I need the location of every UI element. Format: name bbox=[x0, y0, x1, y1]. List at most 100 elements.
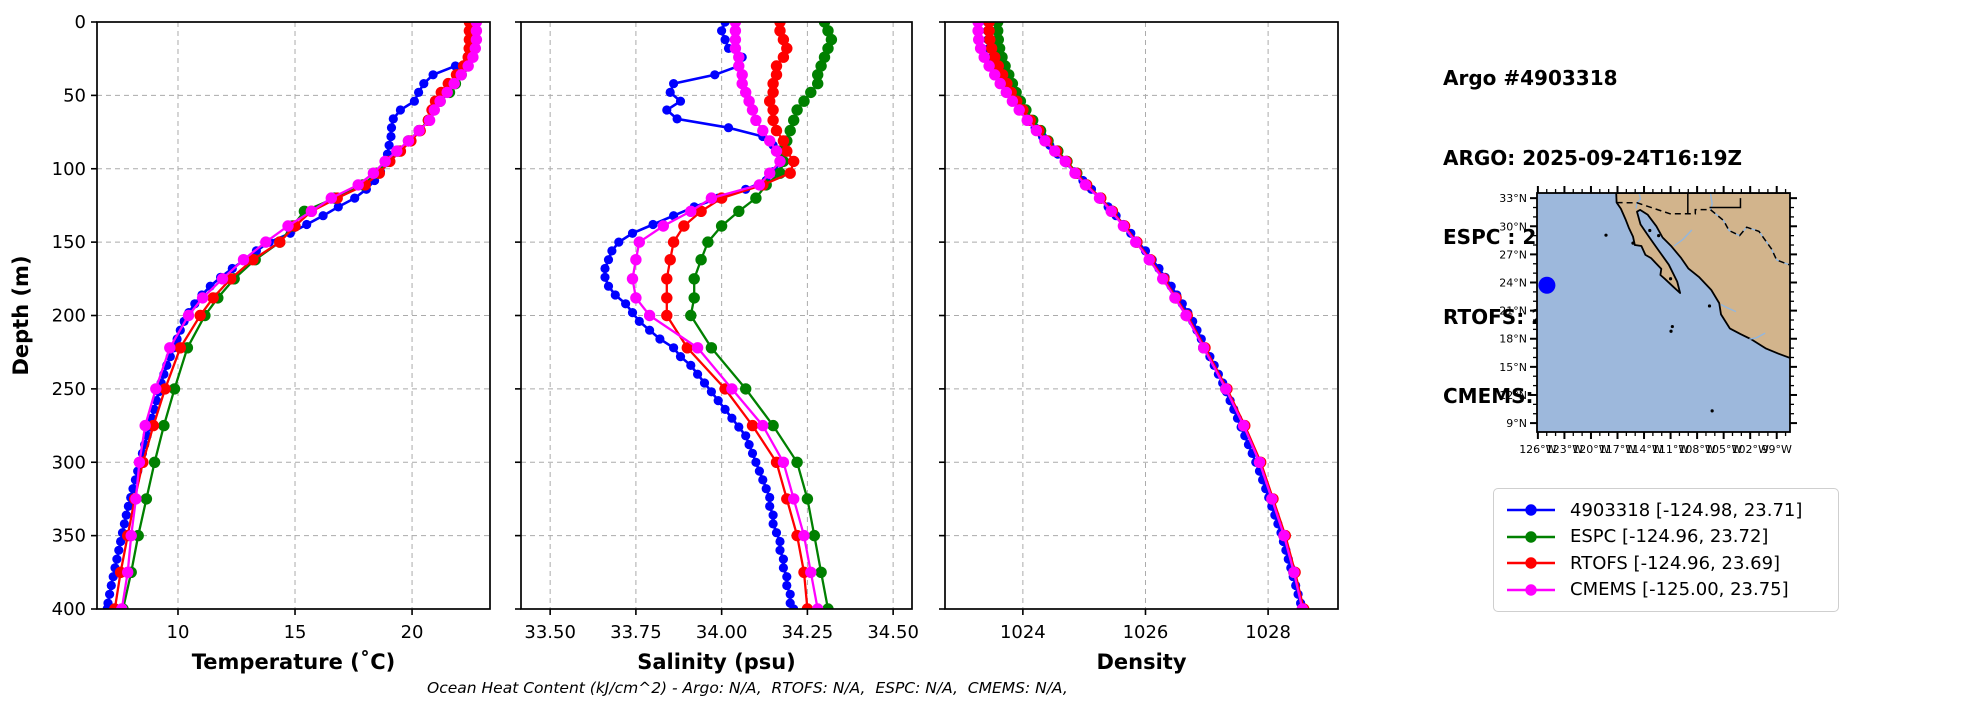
argo-marker bbox=[388, 114, 398, 124]
legend-entry-3: CMEMS [-125.00, 23.75] bbox=[1504, 577, 1826, 604]
argo-marker bbox=[112, 554, 122, 564]
cmems-marker bbox=[455, 69, 467, 81]
cmems-marker bbox=[1198, 342, 1210, 354]
map-island bbox=[1670, 324, 1674, 329]
cmems-marker bbox=[470, 25, 483, 37]
map-lon-label: 111°W bbox=[1652, 443, 1689, 456]
map-lat-label: 30°N bbox=[1499, 220, 1527, 233]
rtofs-marker bbox=[777, 33, 790, 46]
map-state-line bbox=[1709, 198, 1742, 209]
rtofs-marker bbox=[695, 205, 707, 217]
cmems-marker bbox=[657, 220, 669, 232]
cmems-marker bbox=[423, 114, 436, 127]
map-lon-label: 99°W bbox=[1762, 443, 1792, 456]
map-lon-label: 123°W bbox=[1546, 443, 1583, 456]
argo-marker bbox=[778, 554, 789, 564]
cmems-marker bbox=[1278, 529, 1290, 542]
argo-marker bbox=[706, 387, 717, 397]
argo-marker bbox=[720, 22, 730, 27]
map-lat-label: 27°N bbox=[1499, 248, 1527, 261]
map-lat-label: 24°N bbox=[1499, 277, 1527, 290]
argo-marker bbox=[318, 211, 328, 221]
espc-salinity-series bbox=[685, 22, 838, 609]
x-tick-label: 33.75 bbox=[610, 622, 662, 643]
espc-marker bbox=[702, 236, 714, 248]
cmems-marker bbox=[391, 145, 403, 157]
legend-label: RTOFS [-124.96, 23.69] bbox=[1570, 552, 1781, 574]
cmems-marker bbox=[448, 77, 460, 90]
cmems-marker bbox=[125, 529, 137, 542]
map-frame bbox=[1536, 192, 1791, 433]
cmems-marker bbox=[630, 254, 642, 266]
cmems-marker bbox=[216, 273, 229, 285]
espc-marker bbox=[140, 493, 153, 505]
rtofs-marker bbox=[770, 60, 783, 72]
argo-marker bbox=[610, 290, 620, 300]
cmems-marker bbox=[182, 309, 195, 322]
cmems-marker bbox=[305, 205, 318, 217]
argo-marker bbox=[386, 123, 397, 133]
argo-marker bbox=[114, 545, 124, 555]
cmems-marker bbox=[626, 273, 639, 285]
cmems-marker bbox=[469, 42, 481, 55]
argo-marker bbox=[384, 140, 394, 150]
cmems-marker bbox=[1105, 205, 1117, 217]
legend-line-sample bbox=[1507, 531, 1555, 543]
argo-marker bbox=[119, 519, 129, 529]
espc-density-line bbox=[996, 22, 1304, 609]
espc-marker bbox=[705, 342, 718, 354]
argo-marker bbox=[720, 35, 730, 45]
rtofs-marker bbox=[661, 309, 673, 322]
argo-marker bbox=[675, 352, 686, 362]
cmems-marker bbox=[164, 342, 176, 354]
espc-marker bbox=[822, 42, 834, 55]
cmems-marker bbox=[379, 155, 391, 168]
argo-marker bbox=[333, 202, 343, 212]
legend-label: ESPC [-124.96, 23.72] bbox=[1570, 526, 1769, 548]
cmems-marker bbox=[1013, 104, 1025, 116]
cmems-marker bbox=[733, 60, 745, 72]
espc-marker bbox=[733, 205, 745, 217]
argo-marker bbox=[785, 589, 795, 599]
cmems-marker bbox=[122, 566, 134, 578]
map-island bbox=[1710, 409, 1714, 413]
cmems-density-series bbox=[972, 22, 1309, 609]
argo-marker bbox=[600, 272, 610, 282]
map-land bbox=[1615, 193, 1790, 359]
argo-marker bbox=[758, 475, 768, 485]
rtofs-marker bbox=[194, 309, 206, 322]
map-island bbox=[1657, 234, 1661, 238]
panel-temperature: 10 15 20050100150200250300350400Temperatur… bbox=[52, 12, 491, 674]
map-island bbox=[1631, 241, 1635, 245]
argo-marker bbox=[149, 404, 159, 414]
rtofs-marker bbox=[247, 254, 259, 266]
argo-marker bbox=[751, 457, 761, 467]
argo-marker bbox=[645, 325, 655, 335]
cmems-marker bbox=[1049, 145, 1061, 157]
argo-marker bbox=[693, 369, 703, 379]
cmems-marker bbox=[685, 205, 697, 217]
cmems-marker bbox=[282, 220, 294, 232]
depth-tick-label: 50 bbox=[63, 85, 86, 106]
cmems-marker bbox=[978, 51, 990, 63]
argo-marker bbox=[662, 105, 672, 115]
depth-tick-label: 0 bbox=[75, 12, 86, 33]
rtofs-marker bbox=[767, 77, 779, 90]
map-river bbox=[1720, 303, 1737, 313]
depth-tick-label: 200 bbox=[52, 306, 86, 327]
cmems-marker bbox=[764, 135, 776, 147]
rtofs-marker bbox=[774, 25, 786, 37]
cmems-marker bbox=[729, 42, 742, 55]
cmems-marker bbox=[994, 77, 1006, 90]
map-lon-label: 120°W bbox=[1572, 443, 1609, 456]
cmems-marker bbox=[733, 51, 745, 63]
depth-tick-label: 300 bbox=[52, 452, 86, 473]
depth-tick-label: 100 bbox=[52, 159, 86, 180]
rtofs-marker bbox=[770, 124, 783, 137]
espc-marker bbox=[818, 51, 831, 63]
cmems-marker bbox=[1180, 309, 1192, 322]
espc-marker bbox=[801, 493, 814, 505]
cmems-marker bbox=[1117, 220, 1130, 232]
cmems-marker bbox=[402, 135, 415, 147]
